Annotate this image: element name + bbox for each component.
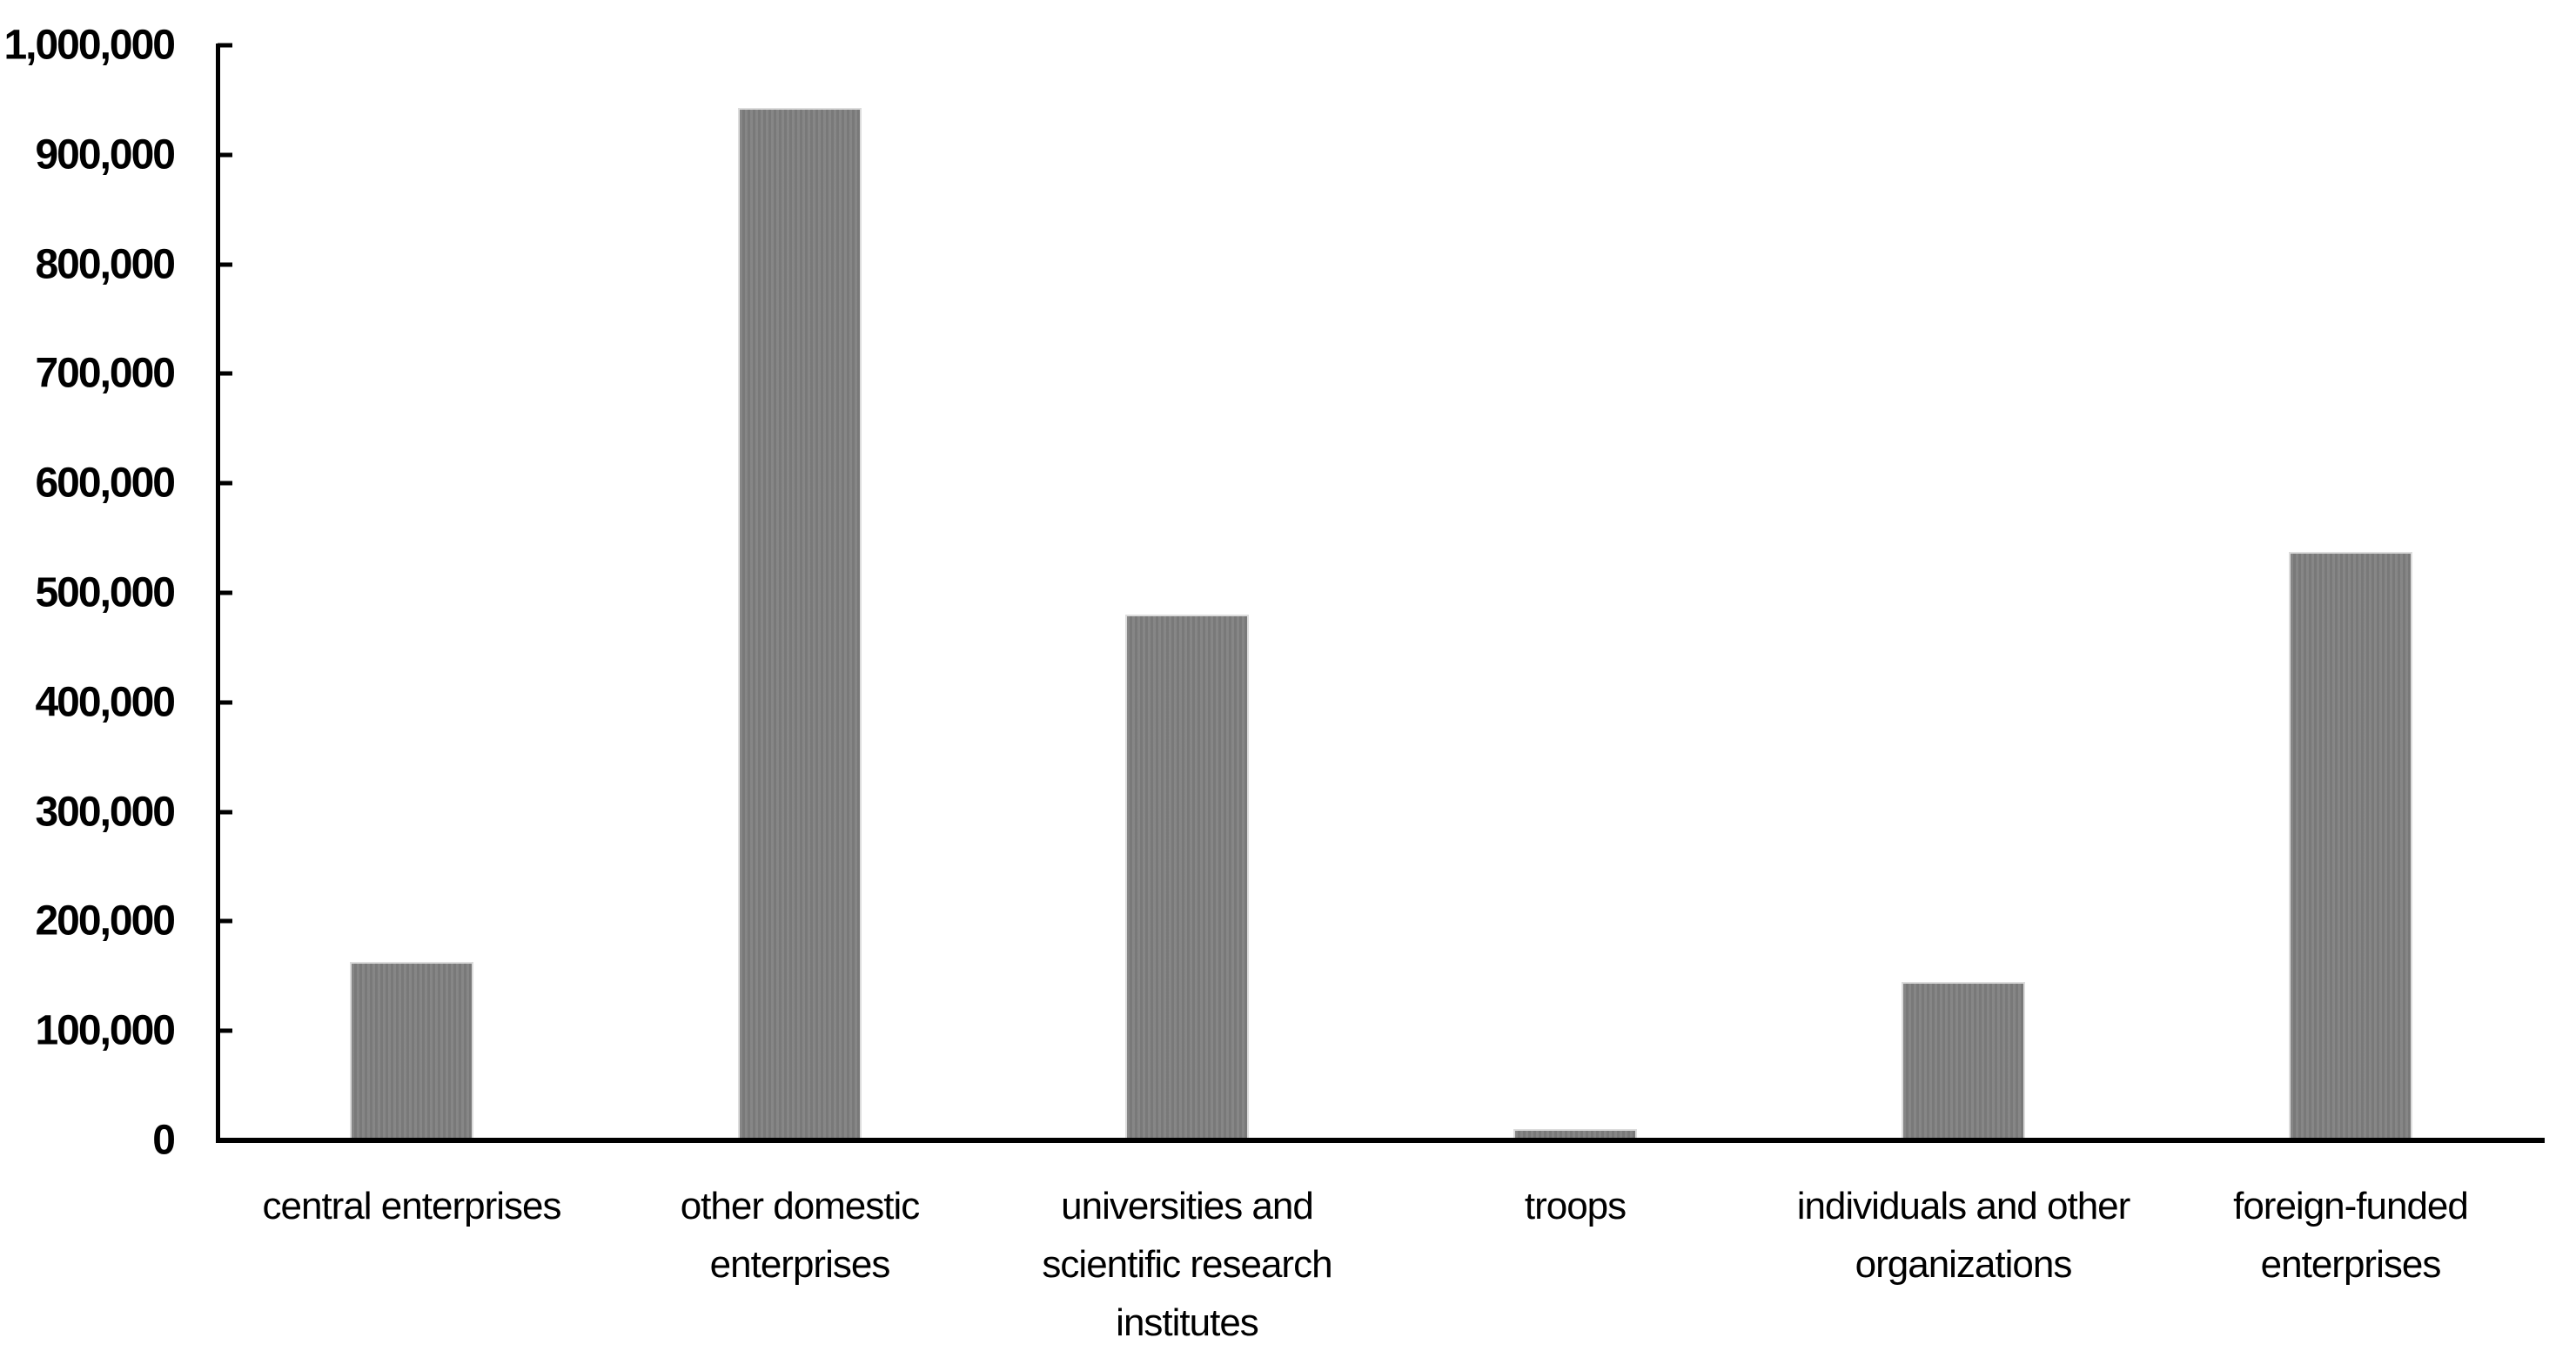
y-axis-line (216, 44, 220, 1142)
x-category-label-individuals-and-other-organizations: individuals and other organizations (1769, 1177, 2157, 1294)
x-category-label-line: individuals and other (1796, 1185, 2131, 1227)
bar-foreign-funded-enterprises (2289, 552, 2412, 1140)
y-tick-label-1000000: 1,000,000 (3, 22, 176, 69)
y-tick-label-0: 0 (152, 1117, 176, 1164)
x-category-label-line: foreign-funded (2233, 1185, 2469, 1227)
x-category-label-foreign-funded-enterprises: foreign-funded enterprises (2157, 1177, 2545, 1294)
y-tick-label-600000: 600,000 (35, 460, 176, 507)
y-tick-label-500000: 500,000 (35, 569, 176, 616)
x-category-label-line: organizations (1855, 1243, 2073, 1286)
y-tick-mark (218, 262, 232, 267)
x-category-label-line: scientific research (1042, 1243, 1332, 1286)
x-category-label-other-domestic-enterprises: other domestic enterprises (606, 1177, 994, 1294)
bar-universities-and-scientific-research-institutes (1125, 615, 1249, 1140)
x-axis-line (216, 1138, 2545, 1143)
y-tick-label-300000: 300,000 (35, 789, 176, 836)
y-tick-label-100000: 100,000 (35, 1007, 176, 1054)
bar-troops (1513, 1129, 1637, 1140)
x-category-label-central-enterprises: central enterprises (218, 1177, 606, 1235)
x-category-label-line: central enterprises (262, 1185, 562, 1227)
x-category-label-line: institutes (1116, 1301, 1259, 1344)
y-tick-label-800000: 800,000 (35, 241, 176, 288)
y-tick-label-400000: 400,000 (35, 679, 176, 726)
bar-individuals-and-other-organizations (1902, 982, 2025, 1140)
y-tick-mark (218, 152, 232, 158)
y-tick-mark (218, 43, 232, 48)
bar-other-domestic-enterprises (738, 108, 862, 1140)
y-tick-label-900000: 900,000 (35, 131, 176, 178)
y-tick-mark (218, 810, 232, 815)
y-tick-mark (218, 1028, 232, 1033)
x-category-label-line: enterprises (709, 1243, 891, 1286)
y-tick-label-700000: 700,000 (35, 350, 176, 397)
y-tick-mark (218, 918, 232, 924)
y-tick-mark (218, 700, 232, 705)
y-tick-mark (218, 481, 232, 486)
x-category-label-line: universities and (1061, 1185, 1314, 1227)
x-category-label-line: troops (1524, 1185, 1627, 1227)
x-category-label-line: enterprises (2260, 1243, 2442, 1286)
x-category-label-troops: troops (1381, 1177, 1769, 1235)
x-category-label-universities-and-scientific-research-institutes: universities and scientific research insti… (993, 1177, 1381, 1352)
y-tick-mark (218, 371, 232, 376)
x-category-label-line: other domestic (680, 1185, 921, 1227)
bar-central-enterprises (350, 962, 473, 1140)
y-tick-label-200000: 200,000 (35, 897, 176, 945)
y-tick-mark (218, 590, 232, 595)
